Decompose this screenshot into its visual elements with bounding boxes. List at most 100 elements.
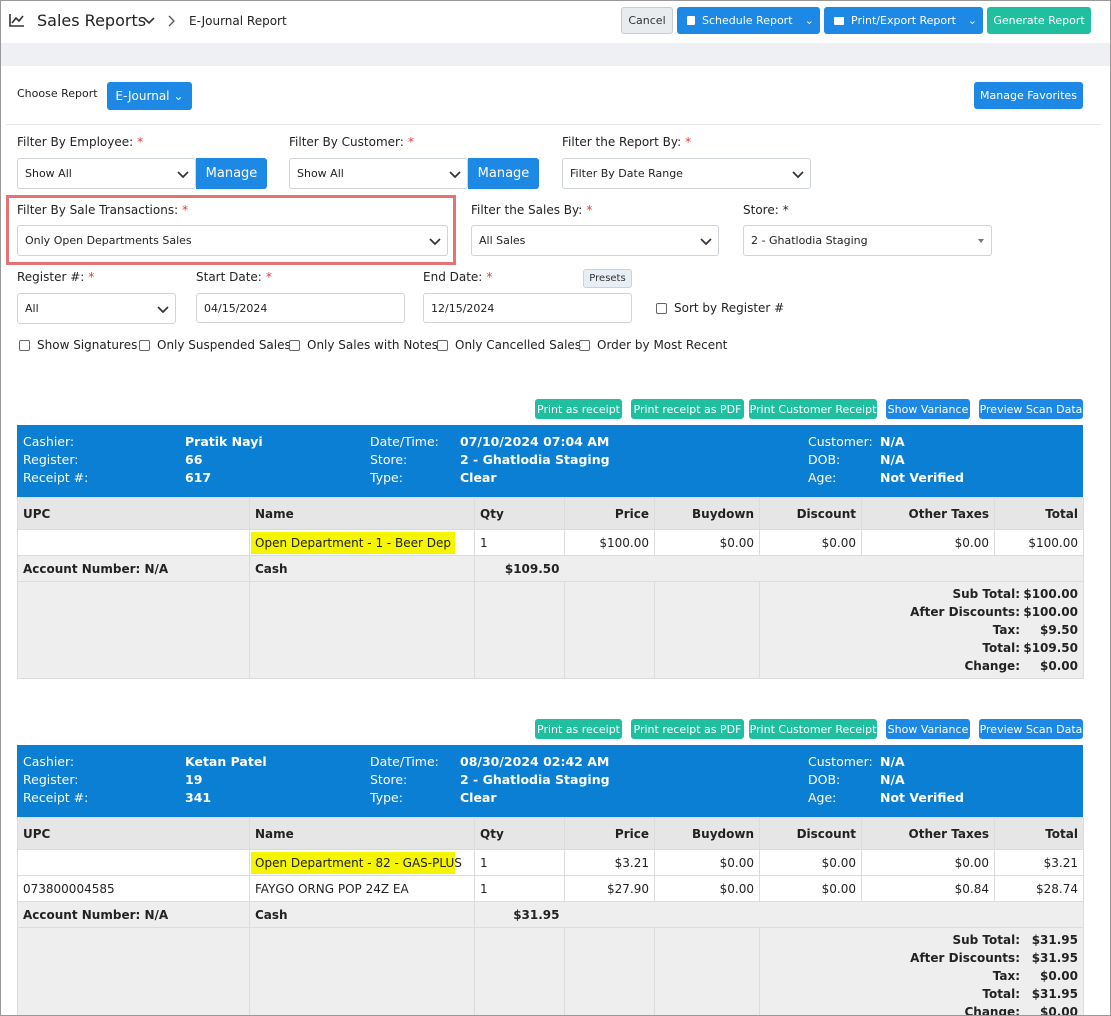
totals: Sub Total: $31.95 After Discounts: $31.95 Ta… <box>759 927 1084 1015</box>
field-value: 12/15/2024 <box>431 301 495 315</box>
required-mark: * <box>586 203 593 217</box>
filter-label: Filter the Report By: * <box>562 135 691 149</box>
report-option[interactable]: Only Sales with Notes <box>289 338 438 352</box>
field-value: All <box>25 302 39 315</box>
report-option[interactable]: Order by Most Recent <box>579 338 727 352</box>
header-value: 66 <box>185 452 203 467</box>
select[interactable]: 2 - Ghatlodia Staging <box>743 225 992 256</box>
total-label: Sub Total: <box>952 587 1020 601</box>
date-input[interactable]: 04/15/2024 <box>196 293 405 323</box>
blank <box>249 927 475 1015</box>
manage-favorites-button[interactable]: Manage Favorites <box>974 82 1083 109</box>
column-header: UPC <box>17 817 250 850</box>
select[interactable]: Only Open Departments Sales <box>17 225 448 256</box>
required-mark: * <box>486 270 493 284</box>
report-option[interactable]: Only Cancelled Sales <box>437 338 581 352</box>
checkbox <box>289 339 300 351</box>
blank <box>17 581 250 679</box>
receipt-action[interactable]: Print as receipt <box>535 399 622 419</box>
select[interactable]: Show All <box>289 158 468 189</box>
required-mark: * <box>88 270 95 284</box>
header-label: Register: <box>23 452 79 467</box>
item-cell: 1 <box>474 849 565 876</box>
cell-text: 073800004585 <box>23 881 115 896</box>
report-dropdown[interactable]: E-Journal ⌄ <box>107 82 192 110</box>
total-value: $109.50 <box>1023 641 1078 655</box>
cell-text: $0.00 <box>719 535 754 550</box>
label-text: Filter By Sale Transactions: <box>17 203 179 217</box>
column-header: Qty <box>474 497 565 530</box>
total-label: After Discounts: <box>910 605 1020 619</box>
account-row: Account Number: N/A Cash $109.50 <box>17 555 1084 582</box>
receipt-action[interactable]: Print Customer Receipt <box>749 399 877 419</box>
select[interactable]: Filter By Date Range <box>562 158 811 189</box>
checkbox-label: Only Sales with Notes <box>307 338 438 352</box>
header-label: Cashier: <box>23 754 75 769</box>
select[interactable]: All <box>17 293 176 324</box>
total-line: Tax: $0.00 <box>765 969 1078 987</box>
required-mark: * <box>407 135 414 149</box>
receipt-action[interactable]: Show Variance <box>886 399 970 419</box>
date-input[interactable]: 12/15/2024 <box>423 293 632 323</box>
report-option[interactable]: Only Suspended Sales <box>139 338 291 352</box>
select[interactable]: All Sales <box>471 225 719 256</box>
schedule-button[interactable]: Schedule Report ⌄ <box>677 7 820 34</box>
filter-label: Store: * <box>743 203 789 217</box>
header-label: DOB: <box>808 452 841 467</box>
receipt-action[interactable]: Print receipt as PDF <box>631 399 744 419</box>
generate-button[interactable]: Generate Report <box>987 7 1091 34</box>
checkbox <box>656 302 667 314</box>
button-text: Print/Export Report <box>851 14 956 27</box>
report-option[interactable]: Show Signatures <box>19 338 137 352</box>
cell-text: 1 <box>480 881 488 896</box>
receipt-header: Cashier: Pratik Nayi Register: 66 Receipt #:… <box>17 425 1083 497</box>
blank <box>654 927 760 1015</box>
item-cell: $28.74 <box>994 875 1084 902</box>
print-export-button[interactable]: Print/Export Report ⌄ <box>824 7 983 34</box>
totals: Sub Total: $100.00 After Discounts: $100.00… <box>759 581 1084 679</box>
chevron <box>700 238 712 246</box>
column-header: Total <box>994 497 1084 530</box>
checkbox <box>579 339 590 351</box>
total-line: After Discounts: $100.00 <box>765 605 1078 623</box>
receipt-action[interactable]: Preview Scan Data <box>979 719 1083 739</box>
receipt-action[interactable]: Print as receipt <box>535 719 622 739</box>
page-title: Sales Reports <box>37 11 147 30</box>
header-label: Receipt #: <box>23 470 89 485</box>
payment: Cash <box>249 555 475 582</box>
filter-label: Start Date: * <box>196 270 272 284</box>
header-label: Age: <box>808 790 837 805</box>
table-head: UPC Name Qty Price Buydown Discount Other Taxe… <box>17 817 1084 850</box>
total-value: $100.00 <box>1023 587 1078 601</box>
receipt-action[interactable]: Print Customer Receipt <box>749 719 877 739</box>
cell-text: $0.00 <box>954 535 989 550</box>
cell-text: $0.84 <box>954 881 989 896</box>
header-label: Cashier: <box>23 434 75 449</box>
header-value: N/A <box>880 754 905 769</box>
field-value: Filter By Date Range <box>570 167 683 180</box>
dropdown-caret[interactable] <box>143 17 155 25</box>
breadcrumb: E-Journal Report <box>189 14 287 28</box>
cell-text: $3.21 <box>1043 855 1078 870</box>
presets-button[interactable]: Presets <box>583 269 632 288</box>
sort-option[interactable]: Sort by Register # <box>656 301 784 315</box>
manage-button[interactable]: Manage <box>196 158 267 189</box>
item-cell: 1 <box>474 529 565 556</box>
blank <box>654 581 760 679</box>
receipt-action[interactable]: Print receipt as PDF <box>631 719 744 739</box>
select[interactable]: Show All <box>17 158 196 189</box>
account: Account Number: N/A <box>17 901 250 928</box>
checkbox-label: Only Cancelled Sales <box>455 338 582 352</box>
receipt-action[interactable]: Show Variance <box>886 719 970 739</box>
total-line: Sub Total: $31.95 <box>765 933 1078 951</box>
receipt-action[interactable]: Preview Scan Data <box>979 399 1083 419</box>
required-mark: * <box>685 135 692 149</box>
item-cell: $0.84 <box>861 875 995 902</box>
blank <box>474 927 565 1015</box>
header-label: Type: <box>370 470 403 485</box>
checkbox <box>19 339 30 351</box>
field-value: Show All <box>25 167 72 180</box>
item-cell: Open Department - 82 - GAS-PLUS <box>249 849 475 876</box>
manage-button[interactable]: Manage <box>468 158 539 189</box>
cancel-button[interactable]: Cancel <box>621 7 673 34</box>
